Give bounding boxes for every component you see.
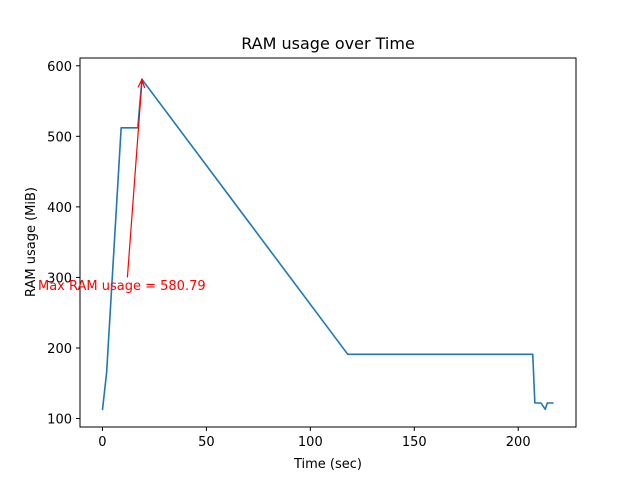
- y-tick-label: 500: [47, 130, 72, 145]
- x-axis-label: Time (sec): [293, 457, 362, 472]
- y-tick-label: 300: [47, 271, 72, 286]
- x-tick-label: 200: [506, 435, 531, 450]
- y-tick-label: 100: [47, 413, 72, 428]
- annotation: Max RAM usage = 580.79: [38, 77, 206, 294]
- annotation-text: Max RAM usage = 580.79: [38, 279, 206, 294]
- plot-frame: [79, 57, 577, 428]
- x-tick-label: 150: [402, 435, 427, 450]
- y-tick-label: 400: [47, 201, 72, 216]
- y-tick-label: 200: [47, 342, 72, 357]
- chart-title: RAM usage over Time: [241, 34, 415, 53]
- y-tick-label: 600: [47, 60, 72, 75]
- x-tick-label: 100: [298, 435, 323, 450]
- annotation-arrowhead: [137, 77, 146, 89]
- x-axis: 0 50 100 150 200: [98, 427, 531, 450]
- series-line-0: [101, 78, 554, 411]
- x-tick-label: 0: [98, 435, 106, 450]
- plot-area: [101, 78, 554, 411]
- y-axis: 100 200 300 400 500 600: [47, 60, 80, 428]
- y-axis-label: RAM usage (MiB): [24, 187, 39, 297]
- annotation-arrow: [126, 81, 143, 278]
- x-tick-label: 50: [198, 435, 215, 450]
